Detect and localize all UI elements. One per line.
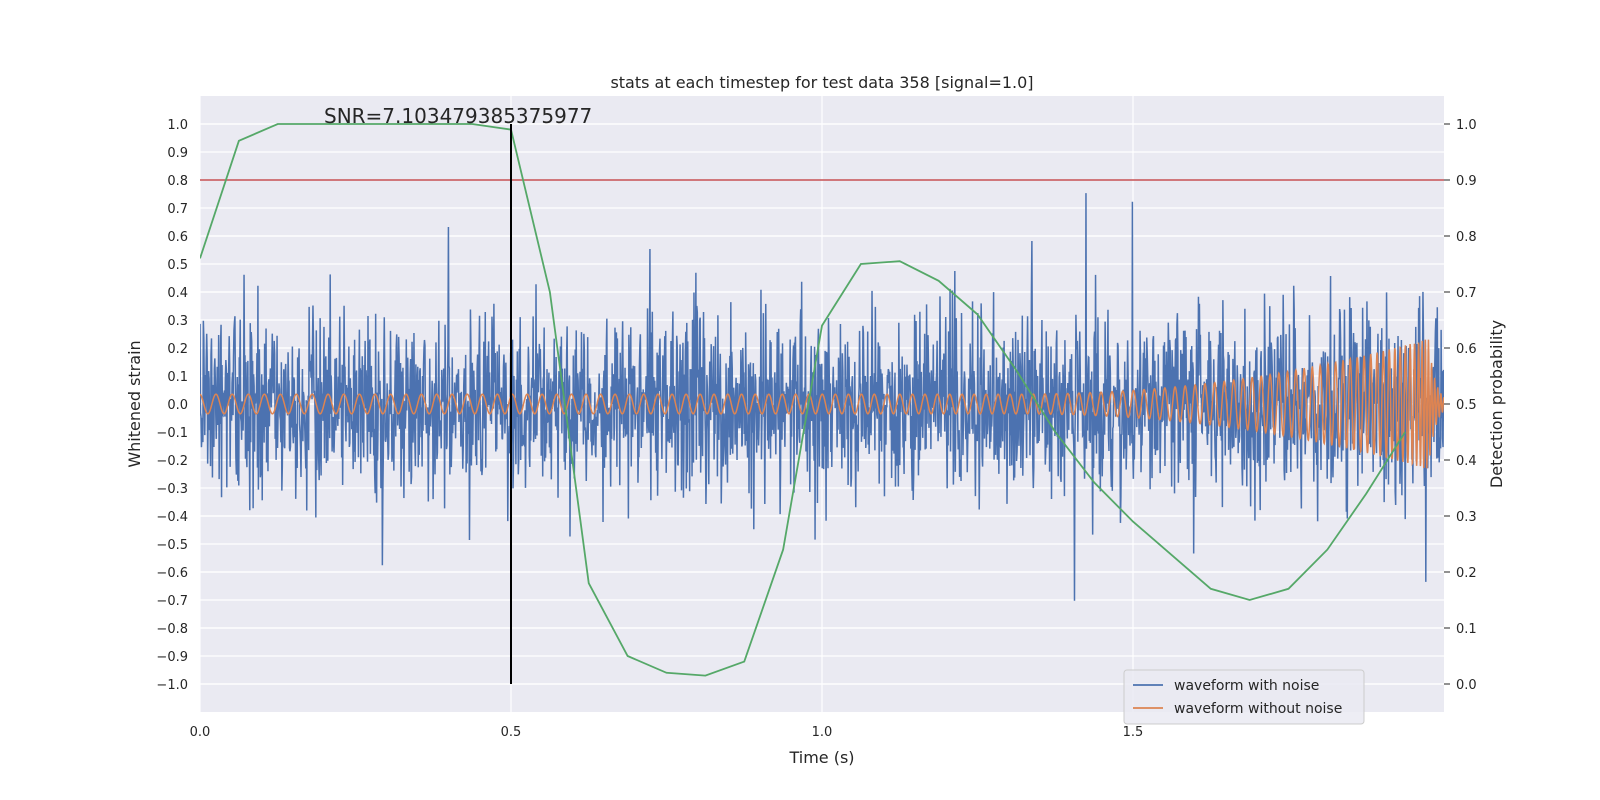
y2-tick-label-10: 0.0 bbox=[1456, 678, 1477, 693]
x-axis-ticks: 0.0 0.5 1.0 1.5 bbox=[190, 725, 1144, 740]
y-tick-label-15: −0.5 bbox=[156, 538, 188, 553]
y2-tick-label-1: 0.9 bbox=[1456, 174, 1477, 189]
y-axis-ticks: 1.0 0.9 0.8 0.7 0.6 0.5 0.4 0.3 0.2 0.1 0.0 −0.1 −0.… bbox=[156, 118, 188, 693]
y-tick-label-0: 1.0 bbox=[167, 118, 188, 133]
series-waveform-without-noise-line bbox=[200, 339, 1444, 469]
y-tick-label-16: −0.6 bbox=[156, 566, 188, 581]
y2-tick-label-6: 0.4 bbox=[1456, 454, 1477, 469]
y2-axis-ticks: 1.0 0.9 0.8 0.7 0.6 0.5 0.4 0.3 0.2 0.1 0.0 bbox=[1444, 118, 1477, 693]
y-tick-label-5: 0.5 bbox=[167, 258, 188, 273]
y-tick-label-13: −0.3 bbox=[156, 482, 188, 497]
y-tick-label-18: −0.8 bbox=[156, 622, 188, 637]
x-tick-label-3: 1.5 bbox=[1123, 725, 1144, 740]
snr-annotation: SNR=7.103479385375977 bbox=[324, 104, 592, 128]
y2-tick-label-0: 1.0 bbox=[1456, 118, 1477, 133]
x-tick-label-2: 1.0 bbox=[812, 725, 833, 740]
x-tick-label-1: 0.5 bbox=[501, 725, 522, 740]
y-tick-label-8: 0.2 bbox=[167, 342, 188, 357]
y2-tick-label-7: 0.3 bbox=[1456, 510, 1477, 525]
y-tick-label-3: 0.7 bbox=[167, 202, 188, 217]
y-tick-label-19: −0.9 bbox=[156, 650, 188, 665]
series-detection-probability-line bbox=[200, 123, 1406, 677]
y-tick-label-7: 0.3 bbox=[167, 314, 188, 329]
y-tick-label-17: −0.7 bbox=[156, 594, 188, 609]
y-tick-label-14: −0.4 bbox=[156, 510, 188, 525]
y2-tick-label-5: 0.5 bbox=[1456, 398, 1477, 413]
y2-tick-label-8: 0.2 bbox=[1456, 566, 1477, 581]
y-tick-label-2: 0.8 bbox=[167, 174, 188, 189]
y2-tick-label-9: 0.1 bbox=[1456, 622, 1477, 637]
x-tick-label-0: 0.0 bbox=[190, 725, 211, 740]
legend-label-clean: waveform without noise bbox=[1174, 701, 1342, 717]
legend-box bbox=[1123, 669, 1365, 725]
y-tick-label-11: −0.1 bbox=[156, 426, 188, 441]
y-tick-label-20: −1.0 bbox=[156, 678, 188, 693]
y-tick-label-6: 0.4 bbox=[167, 286, 188, 301]
y-tick-label-12: −0.2 bbox=[156, 454, 188, 469]
legend: waveform with noise waveform without noi… bbox=[1123, 669, 1365, 725]
y-tick-label-9: 0.1 bbox=[167, 370, 188, 385]
y-axis-label: Whitened strain bbox=[125, 340, 144, 467]
x-axis-label: Time (s) bbox=[788, 748, 854, 767]
legend-label-noise: waveform with noise bbox=[1174, 678, 1319, 694]
y2-tick-label-2: 0.8 bbox=[1456, 230, 1477, 245]
y2-tick-label-3: 0.7 bbox=[1456, 286, 1477, 301]
y2-axis-label: Detection probability bbox=[1487, 320, 1506, 488]
y-tick-label-4: 0.6 bbox=[167, 230, 188, 245]
y-tick-label-10: 0.0 bbox=[167, 398, 188, 413]
y-tick-label-1: 0.9 bbox=[167, 146, 188, 161]
chart-title: stats at each timestep for test data 358… bbox=[610, 73, 1033, 92]
y2-tick-label-4: 0.6 bbox=[1456, 342, 1477, 357]
